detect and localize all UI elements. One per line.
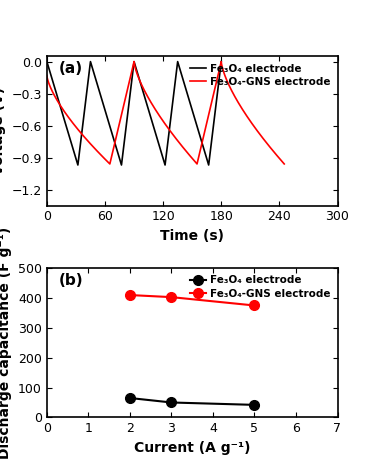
Fe₃O₄-GNS electrode bbox=[145, 93, 150, 99]
Fe₃O₄ electrode bbox=[219, 59, 224, 64]
X-axis label: Time (s): Time (s) bbox=[160, 229, 224, 243]
Fe₃O₄-GNS electrode bbox=[134, 68, 138, 73]
Y-axis label: Voltage (V): Voltage (V) bbox=[0, 87, 6, 175]
Fe₃O₄ electrode bbox=[45, 59, 49, 64]
Line: Fe₃O₄-GNS electrode: Fe₃O₄-GNS electrode bbox=[125, 290, 260, 310]
Line: Fe₃O₄ electrode: Fe₃O₄ electrode bbox=[47, 61, 221, 165]
Text: (b): (b) bbox=[58, 272, 83, 287]
Fe₃O₄ electrode bbox=[98, 90, 102, 96]
Fe₃O₄ electrode bbox=[174, 73, 178, 79]
Fe₃O₄ electrode bbox=[68, 137, 73, 143]
Fe₃O₄-GNS electrode bbox=[282, 161, 286, 167]
Fe₃O₄ electrode bbox=[52, 83, 57, 89]
Fe₃O₄-GNS electrode bbox=[128, 292, 132, 298]
Y-axis label: Discharge capacitance (F g⁻¹): Discharge capacitance (F g⁻¹) bbox=[0, 227, 12, 459]
Fe₃O₄ electrode bbox=[169, 400, 174, 405]
Fe₃O₄ electrode bbox=[76, 162, 80, 168]
Legend: Fe₃O₄ electrode, Fe₃O₄-GNS electrode: Fe₃O₄ electrode, Fe₃O₄-GNS electrode bbox=[188, 61, 332, 89]
Legend: Fe₃O₄ electrode, Fe₃O₄-GNS electrode: Fe₃O₄ electrode, Fe₃O₄-GNS electrode bbox=[188, 273, 332, 301]
Line: Fe₃O₄-GNS electrode: Fe₃O₄-GNS electrode bbox=[47, 61, 284, 164]
Fe₃O₄-GNS electrode bbox=[206, 116, 210, 121]
Fe₃O₄ electrode bbox=[102, 103, 106, 109]
Fe₃O₄-GNS electrode bbox=[132, 59, 136, 64]
Line: Fe₃O₄ electrode: Fe₃O₄ electrode bbox=[125, 393, 260, 410]
Fe₃O₄ electrode bbox=[153, 131, 158, 136]
Fe₃O₄-GNS electrode bbox=[252, 303, 257, 308]
Fe₃O₄-GNS electrode bbox=[108, 161, 112, 167]
Fe₃O₄-GNS electrode bbox=[217, 68, 221, 74]
Fe₃O₄ electrode bbox=[252, 402, 257, 408]
X-axis label: Current (A g⁻¹): Current (A g⁻¹) bbox=[134, 441, 250, 455]
Fe₃O₄-GNS electrode bbox=[169, 295, 174, 300]
Fe₃O₄-GNS electrode bbox=[45, 73, 49, 78]
Fe₃O₄-GNS electrode bbox=[77, 128, 81, 134]
Text: (a): (a) bbox=[58, 61, 82, 76]
Fe₃O₄ electrode bbox=[128, 395, 132, 401]
Fe₃O₄-GNS electrode bbox=[219, 59, 224, 64]
